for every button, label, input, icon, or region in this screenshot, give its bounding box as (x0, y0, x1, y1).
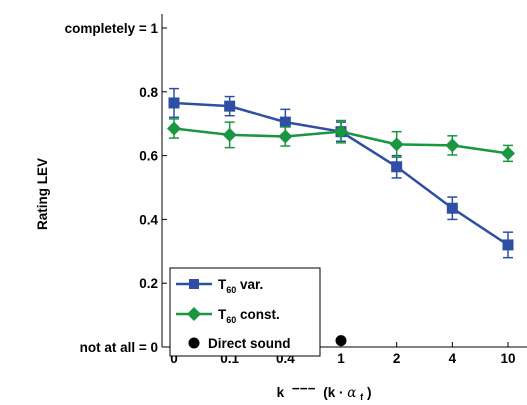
x-axis-title: k −−− (k · α f ) (277, 381, 372, 403)
data-point-square (224, 100, 236, 112)
x-axis-title-paren-open: (k · (323, 385, 347, 400)
series-1 (167, 118, 515, 163)
legend-label-t60-const: T60 const. (218, 307, 280, 325)
x-tick-label: 0 (170, 351, 178, 366)
data-point-diamond (389, 137, 404, 152)
x-tick-label: 2 (393, 351, 401, 366)
x-axis-title-paren-close: ) (367, 385, 372, 400)
series-layer (167, 87, 515, 259)
data-point-square (391, 161, 403, 173)
legend-marker-diamond (187, 307, 201, 321)
legend-marker-square (189, 279, 199, 289)
x-axis-title-dashes: −−− (292, 381, 316, 396)
y-tick-label: 0.2 (139, 276, 158, 291)
data-point-diamond (334, 124, 348, 139)
legend-marker-dot (188, 337, 200, 349)
x-axis-title-alpha-sub: f (360, 392, 364, 402)
y-tick-label: completely = 1 (65, 21, 159, 36)
legend-label-direct-sound: Direct sound (208, 336, 291, 351)
y-tick-label: not at all = 0 (80, 340, 158, 355)
x-tick-label: 1 (337, 351, 345, 366)
y-tick-label: 0.6 (139, 149, 158, 164)
legend-entry-direct-sound: Direct sound (188, 336, 291, 351)
legend-entry-t60-var: T60 var. (176, 277, 263, 295)
data-point-square (446, 202, 458, 214)
data-point-diamond (278, 129, 293, 144)
data-point-diamond (167, 121, 181, 136)
direct-sound-point (335, 335, 347, 347)
x-axis-title-alpha: α (347, 385, 356, 401)
direct-sound-layer (335, 335, 347, 347)
legend: T60 var. T60 const. Direct sound (169, 267, 321, 357)
data-point-diamond (501, 146, 515, 161)
y-ticks: not at all = 0 0.2 0.4 0.6 0.8 completely = 1 (65, 21, 167, 355)
x-tick-label: 10 (500, 351, 515, 366)
x-axis-title-k: k (277, 385, 285, 400)
data-point-square (279, 116, 291, 128)
y-tick-label: 0.8 (139, 85, 158, 100)
data-point-square (502, 239, 514, 251)
series-0 (168, 87, 514, 259)
legend-label-t60-var: T60 var. (218, 277, 263, 295)
y-axis-title: Rating LEV (35, 158, 50, 230)
data-point-square (168, 97, 180, 109)
y-tick-label: 0.4 (139, 212, 158, 227)
data-point-diamond (222, 127, 237, 142)
data-point-diamond (445, 138, 460, 153)
legend-entry-t60-const: T60 const. (176, 307, 280, 325)
x-tick-label: 4 (449, 351, 457, 366)
